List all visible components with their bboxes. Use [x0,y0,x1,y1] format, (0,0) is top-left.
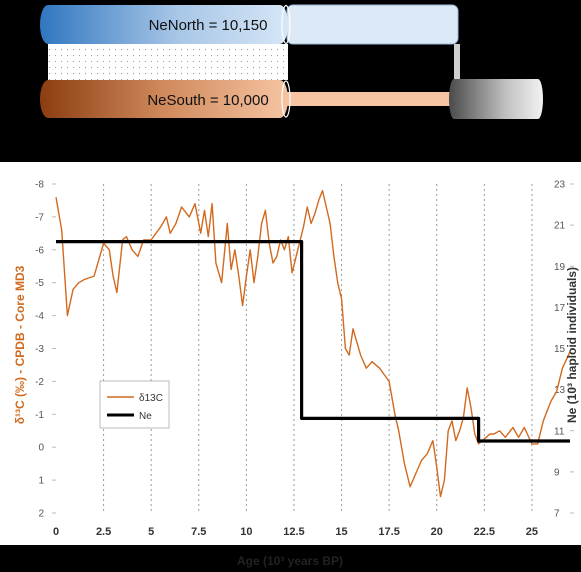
north-extension-tube [286,4,459,45]
series-line-delta13c [55,189,571,498]
y-right-tick-label: 9 [554,467,560,478]
legend-label-delta: δ13C [139,393,163,404]
y-left-tick-label: -4 [35,311,44,322]
north-population-label: NeNorth = 10,150 [149,17,268,34]
migration-gap-dots [48,44,288,80]
x-tick-label: 25 [526,526,538,538]
y-right-tick-label: 17 [554,303,566,314]
legend: δ13C Ne [99,380,170,429]
y-left-tick-label: -2 [35,377,44,388]
y-right-tick-label: 21 [554,221,566,232]
chart-area: -8 -7 -6 -5 -4 -3 -2 -1 0 1 2 23 21 19 17 15 13 11 9 7 δ¹³… [0,180,581,572]
x-tick-label: 15 [335,526,347,538]
x-axis-title: Age (10³ years BP) [237,554,343,568]
x-tick-label: 5 [148,526,154,538]
y-left-tick-label: -1 [35,410,44,421]
series-line-ne [56,240,570,443]
y-left-tick-label: -7 [35,212,44,223]
south-extension-tube [287,92,457,106]
x-tick-label: 22.5 [474,526,495,538]
north-cylinder-rim [281,4,291,45]
x-ticks: 0 2.5 5 7.5 10 12.5 15 17.5 20 22.5 25 [53,526,538,538]
y-left-axis-title: δ¹³C (‰) - CPDB - Core MD3 [13,265,27,424]
y-left-tick-label: -3 [35,344,44,355]
x-tick-label: 20 [431,526,443,538]
north-population-cylinder [40,5,288,44]
x-axis-band [0,545,581,572]
connector-pipe [454,44,460,80]
south-cylinder-rim [281,80,291,118]
legend-label-ne: Ne [139,411,152,422]
x-tick-label: 17.5 [378,526,399,538]
gridlines [103,184,533,513]
south-population-label: NeSouth = 10,000 [147,92,268,109]
y-right-tick-label: 19 [554,262,566,273]
x-tick-label: 7.5 [191,526,206,538]
series-layer [55,189,571,498]
y-left-ticks: -8 -7 -6 -5 -4 -3 -2 -1 0 1 2 [35,180,56,520]
x-tick-label: 0 [53,526,59,538]
y-right-tick-label: 7 [554,509,560,520]
ancestral-population-cylinder [449,79,543,119]
y-right-tick-label: 15 [554,344,566,355]
y-left-tick-label: 1 [38,476,44,487]
y-right-tick-label: 13 [554,385,566,396]
y-right-ticks: 23 21 19 17 15 13 11 9 7 [554,180,574,520]
y-left-tick-label: 0 [38,443,44,454]
y-left-tick-label: -6 [35,245,44,256]
y-right-axis-title: Ne (10³ haploid individuals) [565,267,579,423]
y-right-tick-label: 11 [554,426,565,437]
y-right-tick-label: 23 [554,180,566,191]
south-population-cylinder [40,80,288,118]
y-left-tick-label: -5 [35,278,44,289]
x-tick-label: 2.5 [96,526,111,538]
y-left-tick-label: -8 [35,180,44,191]
x-tick-label: 10 [240,526,252,538]
legend-box [99,380,170,429]
population-diagram: NeNorth = 10,150 NeSouth = 10,000 [0,0,581,162]
x-tick-label: 12.5 [283,526,304,538]
y-left-tick-label: 2 [38,509,44,520]
